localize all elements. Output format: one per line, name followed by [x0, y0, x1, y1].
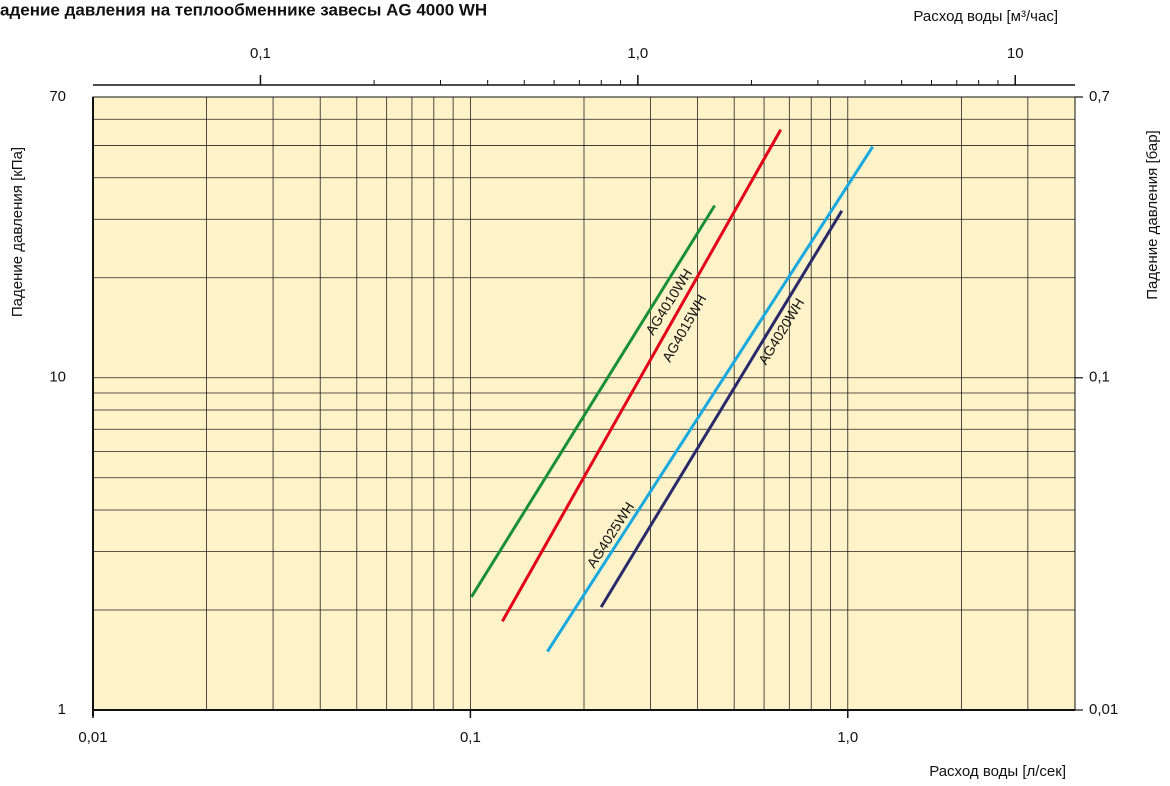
y-tick-label: 10: [49, 369, 66, 386]
y2-tick-label: 0,1: [1089, 369, 1110, 386]
x2-tick-label: 1,0: [627, 45, 648, 62]
series-line: [501, 128, 783, 622]
x2-tick-label: 10: [1007, 45, 1024, 62]
y2-axis-label: Падение давления [бар]: [1144, 130, 1161, 299]
chart-title: адение давления на теплообменнике завесы…: [0, 0, 487, 19]
series-line: [599, 210, 844, 608]
y-tick-label: 70: [49, 88, 66, 105]
y2-tick-label: 0,01: [1089, 701, 1118, 718]
x-tick-label: 1,0: [837, 729, 858, 746]
series-line: [470, 204, 716, 598]
x-axis-label: Расход воды [л/сек]: [929, 763, 1066, 780]
series-line: [546, 145, 874, 653]
x-tick-label: 0,1: [460, 729, 481, 746]
x-tick-label: 0,01: [78, 729, 107, 746]
y-axis-label: Падение давления [кПа]: [9, 147, 26, 317]
x2-axis-label: Расход воды [м³/час]: [913, 8, 1058, 25]
y2-tick-label: 0,7: [1089, 88, 1110, 105]
y-tick-label: 1: [58, 701, 66, 718]
x2-tick-label: 0,1: [250, 45, 271, 62]
